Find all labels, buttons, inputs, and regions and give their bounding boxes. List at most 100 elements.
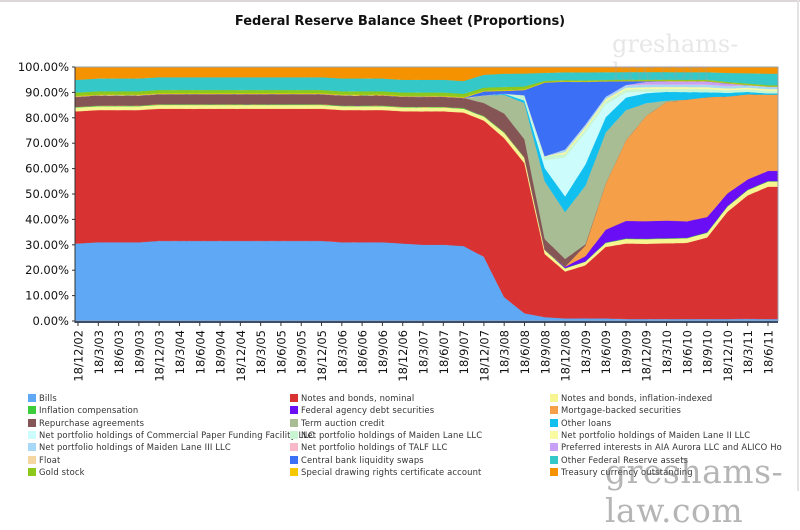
legend-label: Net portfolio holdings of TALF LLC [301, 442, 448, 453]
y-tick-label: 70.00% [25, 136, 69, 150]
y-tick-label: 40.00% [25, 212, 69, 226]
legend-item: Net portfolio holdings of Maiden Lane II… [550, 429, 750, 441]
legend-item: Net portfolio holdings of Commercial Pap… [28, 429, 314, 441]
legend-label: Preferred interests in AIA Aurora LLC an… [561, 442, 782, 453]
legend-label: Special drawing rights certificate accou… [301, 466, 482, 477]
x-tick-label: 18/6/05 [274, 330, 288, 374]
legend-swatch [550, 394, 558, 402]
x-tick-label: 18/3/06 [335, 330, 349, 374]
legend-item: Other Federal Reserve assets [550, 454, 688, 466]
y-tick-label: 50.00% [25, 187, 69, 201]
legend-label: Term auction credit [301, 417, 385, 428]
x-tick-label: 18/6/11 [762, 330, 776, 374]
x-tick-label: 18/9/03 [132, 330, 146, 374]
legend-item: Gold stock [28, 466, 85, 478]
legend-item: Treasury currency outstanding [550, 466, 693, 478]
legend-item: Net portfolio holdings of Maiden Lane LL… [290, 429, 482, 441]
x-tick-label: 18/9/05 [295, 330, 309, 374]
legend-label: Net portfolio holdings of Maiden Lane II… [39, 442, 231, 453]
area-layers [74, 66, 779, 322]
x-tick-label: 18/3/08 [498, 330, 512, 374]
x-tick-label: 18/12/10 [721, 330, 735, 382]
legend-swatch [28, 418, 36, 427]
x-tick-label: 18/6/04 [193, 330, 207, 374]
y-tick-label: 60.00% [25, 162, 69, 176]
legend-item: Inflation compensation [28, 404, 138, 416]
legend-label: Central bank liquidity swaps [301, 454, 424, 465]
legend-swatch [290, 406, 298, 415]
x-tick-label: 18/9/09 [619, 330, 633, 374]
legend-swatch [28, 430, 36, 439]
legend-swatch [290, 430, 298, 439]
x-tick-label: 18/12/03 [153, 330, 167, 382]
x-tick-label: 18/3/09 [579, 330, 593, 374]
legend-swatch [290, 443, 298, 452]
legend-item: Federal agency debt securities [290, 404, 434, 416]
legend-item: Mortgage-backed securities [550, 404, 681, 416]
legend-item: Net portfolio holdings of TALF LLC [290, 441, 447, 453]
legend-label: Net portfolio holdings of Maiden Lane II… [561, 429, 751, 440]
legend-item: Notes and bonds, inflation-indexed [550, 392, 712, 404]
legend-item: Notes and bonds, nominal [290, 392, 414, 404]
x-tick-label: 18/12/02 [72, 330, 86, 382]
x-tick-label: 18/6/10 [680, 330, 694, 374]
legend-item: Bills [28, 392, 57, 404]
x-tick-label: 18/3/07 [417, 330, 431, 374]
legend-swatch [28, 443, 36, 452]
y-tick-label: 20.00% [25, 263, 69, 277]
x-tick-label: 18/3/03 [92, 330, 106, 374]
legend-swatch [550, 455, 558, 464]
legend-item: Net portfolio holdings of Maiden Lane II… [28, 441, 231, 453]
legend-label: Inflation compensation [39, 405, 139, 416]
x-tick-label: 18/9/10 [701, 330, 715, 374]
x-tick-label: 18/12/09 [640, 330, 654, 382]
x-tick-label: 18/3/05 [254, 330, 268, 374]
legend-label: Net portfolio holdings of Maiden Lane LL… [301, 429, 483, 440]
legend-item: Other loans [550, 417, 611, 429]
legend-label: Bills [39, 393, 57, 403]
x-tick-label: 18/12/07 [477, 330, 491, 382]
y-tick-label: 30.00% [25, 238, 69, 252]
x-tick-label: 18/3/04 [173, 330, 187, 374]
legend-label: Repurchase agreements [39, 417, 145, 428]
x-tick-label: 18/3/11 [741, 330, 755, 374]
legend-swatch [550, 443, 558, 452]
y-tick-label: 100.00% [18, 60, 69, 74]
right-border [797, 0, 799, 491]
x-tick-label: 18/12/04 [234, 330, 248, 382]
legend-label: Other Federal Reserve assets [561, 454, 689, 465]
legend-swatch [290, 467, 298, 476]
y-tick-label: 80.00% [25, 111, 69, 125]
x-tick-label: 18/9/08 [538, 330, 552, 374]
x-tick-label: 18/6/06 [356, 330, 370, 374]
y-tick-label: 0.00% [32, 314, 69, 328]
legend-label: Float [39, 454, 61, 465]
legend-item: Repurchase agreements [28, 417, 144, 429]
legend-swatch [28, 406, 36, 415]
legend-swatch [550, 430, 558, 439]
x-tick-label: 18/9/07 [457, 330, 471, 374]
legend-label: Gold stock [39, 466, 85, 477]
y-tick-label: 90.00% [25, 85, 69, 99]
legend-item: Float [28, 454, 60, 466]
x-tick-label: 18/9/04 [214, 330, 228, 374]
legend-label: Notes and bonds, nominal [301, 393, 415, 403]
legend-swatch [290, 455, 298, 464]
x-tick-label: 18/6/07 [437, 330, 451, 374]
legend-swatch [550, 418, 558, 427]
x-tick-label: 18/6/03 [112, 330, 126, 374]
x-tick-label: 18/12/06 [396, 330, 410, 382]
legend-label: Treasury currency outstanding [561, 466, 693, 477]
legend-swatch [550, 406, 558, 415]
legend-label: Other loans [561, 417, 612, 428]
legend-item: Central bank liquidity swaps [290, 454, 424, 466]
legend-item: Term auction credit [290, 417, 385, 429]
legend-item: Preferred interests in AIA Aurora LLC an… [550, 441, 782, 453]
legend-swatch [290, 418, 298, 427]
x-tick-label: 18/6/09 [599, 330, 613, 374]
x-tick-label: 18/9/06 [376, 330, 390, 374]
legend-label: Notes and bonds, inflation-indexed [561, 393, 713, 403]
legend-swatch [290, 394, 298, 402]
x-ticks: 18/12/02 18/3/03 18/6/03 18/9/03 18/12/03 18/… [72, 322, 776, 382]
legend-swatch [28, 455, 36, 464]
